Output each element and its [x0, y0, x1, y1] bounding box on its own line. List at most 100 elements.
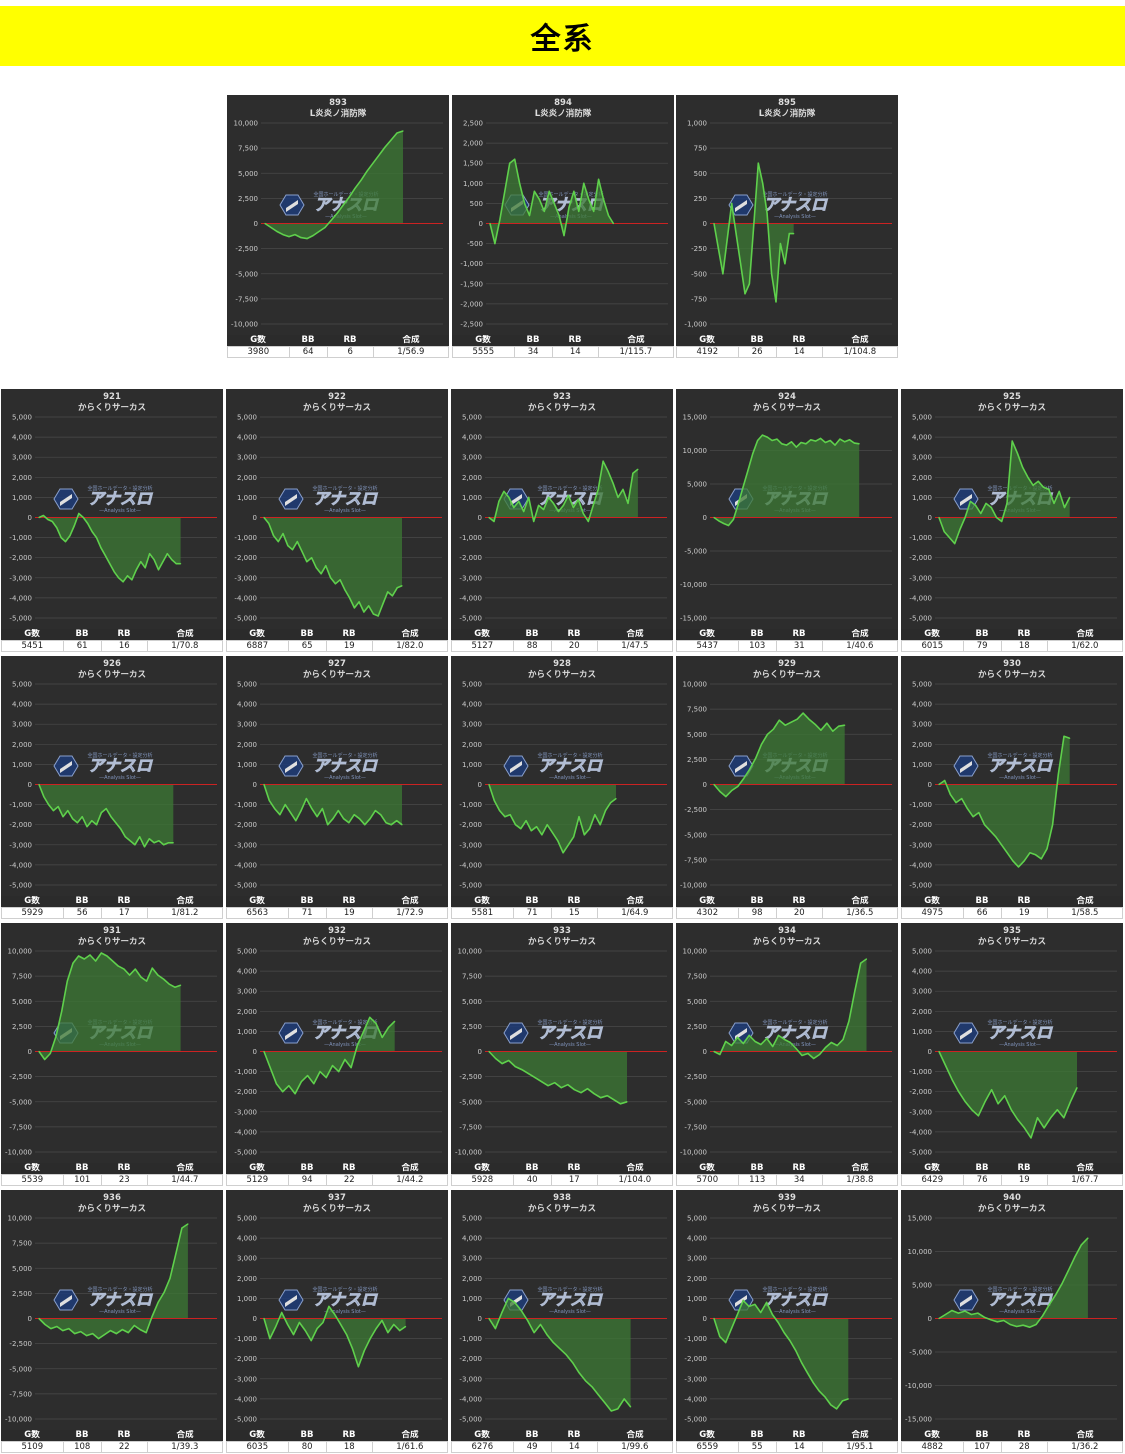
data-point	[983, 824, 986, 826]
data-point	[602, 198, 605, 200]
data-point	[396, 820, 398, 822]
stat-header-ratio: 合成	[1076, 1430, 1094, 1440]
y-tick-label: 5,000	[237, 414, 257, 422]
stat-value-games: 6429	[921, 1175, 944, 1185]
data-point	[514, 158, 516, 160]
y-tick-label: -2,000	[234, 1088, 257, 1096]
chart-background	[226, 389, 448, 629]
stat-value-ratio: 1/104.8	[821, 347, 897, 357]
data-point	[557, 510, 560, 513]
watermark-top-text: 全国ホールデータ・設定分析	[987, 1019, 1052, 1026]
stat-value-ratio: 1/62.0	[1046, 641, 1122, 651]
y-tick-label: -5,000	[459, 615, 482, 623]
y-tick-label: 2,000	[463, 140, 483, 148]
data-point	[801, 1054, 803, 1057]
data-point	[334, 583, 336, 585]
y-tick-label: 0	[928, 1048, 932, 1056]
y-tick-label: -4,000	[459, 861, 482, 869]
stat-header-ratio: 合成	[176, 896, 194, 906]
stat-header-rb: RB	[342, 1430, 356, 1440]
y-tick-label: 3,000	[12, 721, 32, 729]
data-point	[546, 824, 548, 826]
data-point	[120, 828, 122, 830]
data-point	[539, 1323, 542, 1326]
data-point	[970, 1313, 972, 1316]
data-point	[508, 496, 510, 498]
y-tick-label: 5,000	[912, 1282, 932, 1290]
y-tick-label: 3,000	[12, 454, 32, 462]
y-tick-label: 2,000	[687, 1275, 707, 1283]
y-tick-label: 2,500	[687, 1023, 707, 1031]
machine-number: 938	[553, 1193, 571, 1203]
y-tick-label: -10,000	[5, 1149, 32, 1157]
y-tick-label: 0	[253, 781, 257, 789]
y-tick-label: -4,000	[234, 594, 257, 602]
data-point	[86, 826, 88, 828]
data-point	[757, 162, 759, 164]
stat-value-ratio: 1/36.2	[1046, 1442, 1122, 1452]
data-point	[488, 516, 490, 519]
data-point	[1017, 1119, 1019, 1121]
data-point	[67, 810, 69, 812]
y-tick-label: -250	[691, 245, 707, 253]
data-point	[44, 1323, 46, 1326]
chart-background	[1, 656, 223, 896]
chart-background	[226, 656, 448, 896]
data-point	[1016, 452, 1018, 454]
y-tick-label: -10,000	[231, 321, 258, 329]
data-point	[281, 1311, 283, 1314]
stats-table: G数 BB RB 合成 6276 49 14 1/99.6	[451, 1430, 673, 1454]
data-point	[292, 1334, 295, 1336]
data-point	[632, 472, 634, 474]
data-point	[752, 453, 754, 455]
data-point	[980, 512, 982, 515]
data-point	[559, 1348, 561, 1350]
stat-value-rb: 6	[326, 347, 373, 357]
data-point	[287, 1323, 289, 1326]
y-tick-label: -3,000	[234, 1375, 257, 1383]
y-tick-label: 1,000	[237, 761, 257, 769]
stat-header-rb: RB	[792, 335, 806, 345]
data-point	[617, 496, 619, 498]
y-tick-label: 1,000	[237, 1295, 257, 1303]
data-point	[1010, 1109, 1012, 1111]
data-point	[747, 470, 749, 472]
data-point	[538, 504, 540, 506]
chart-panel-928: 928 からくりサーカス 5,000 4,000 3,000 2,000 1,000 0 -1,…	[451, 656, 673, 920]
y-tick-label: 0	[253, 1315, 257, 1323]
data-point	[832, 730, 834, 732]
stat-value-games: 5928	[471, 1175, 494, 1185]
data-point	[990, 506, 992, 509]
watermark-top-text: 全国ホールデータ・設定分析	[987, 1286, 1052, 1293]
stats-table: G数 BB RB 合成 5700 113 34 1/38.8	[676, 1163, 898, 1187]
y-tick-label: -7,500	[9, 1390, 32, 1398]
page-title: 全系	[530, 22, 595, 57]
data-point	[1032, 484, 1034, 486]
data-point	[938, 1317, 940, 1320]
data-point	[264, 222, 266, 225]
data-point	[357, 1366, 359, 1368]
data-point	[779, 243, 781, 245]
data-point	[86, 1335, 88, 1337]
y-tick-label: 0	[928, 514, 932, 522]
data-point	[776, 438, 778, 440]
stat-header-rb: RB	[567, 896, 581, 906]
data-point	[374, 810, 376, 812]
y-tick-label: -1,000	[234, 1068, 257, 1076]
data-point	[49, 1052, 51, 1055]
data-point	[269, 1338, 271, 1340]
y-tick-label: -3,000	[459, 841, 482, 849]
data-point	[836, 1408, 838, 1410]
stat-header-rb: RB	[1017, 896, 1031, 906]
data-point	[1006, 502, 1008, 504]
data-point	[944, 779, 946, 782]
data-point	[610, 802, 612, 804]
machine-name: からくりサーカス	[78, 937, 146, 947]
y-tick-label: -4,000	[9, 861, 32, 869]
data-point	[129, 974, 131, 976]
data-point	[493, 520, 495, 523]
data-point	[157, 1301, 159, 1303]
